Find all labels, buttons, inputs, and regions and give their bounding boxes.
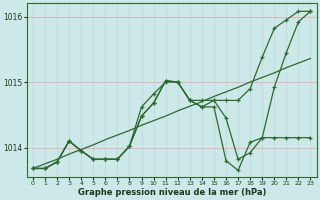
X-axis label: Graphe pression niveau de la mer (hPa): Graphe pression niveau de la mer (hPa) [77, 188, 266, 197]
